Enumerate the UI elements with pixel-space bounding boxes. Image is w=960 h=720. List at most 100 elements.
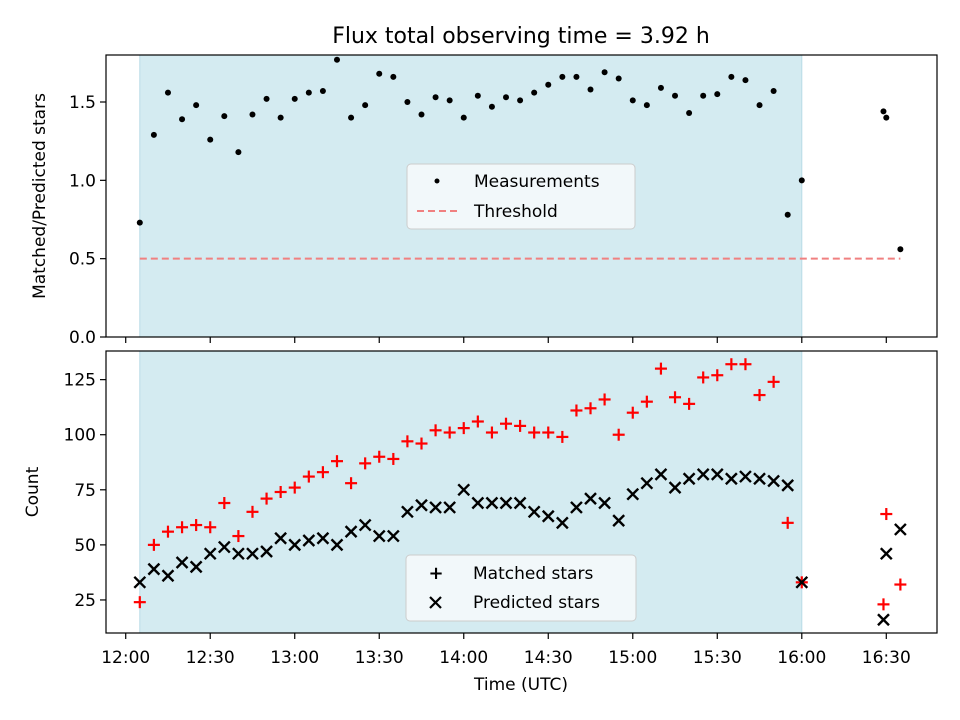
measurement-point bbox=[179, 116, 186, 123]
matched-star-point bbox=[316, 466, 329, 479]
matched-star-point bbox=[429, 424, 442, 437]
predicted-star-point bbox=[640, 476, 654, 490]
measurement-point bbox=[742, 77, 749, 84]
predicted-star-point bbox=[401, 505, 414, 519]
matched-star-point bbox=[725, 358, 738, 371]
measurement-point bbox=[193, 102, 200, 109]
matched-star-point bbox=[528, 426, 541, 439]
y-tick-label: 1.0 bbox=[69, 171, 96, 191]
predicted-star-point bbox=[795, 575, 809, 589]
measurement-point bbox=[333, 56, 340, 63]
predicted-star-point bbox=[682, 472, 696, 486]
predicted-star-point bbox=[386, 529, 400, 543]
predicted-star-point bbox=[274, 531, 287, 545]
measurements-series bbox=[136, 56, 904, 253]
top-x-axis-ticks bbox=[125, 337, 887, 343]
x-tick-label: 12:30 bbox=[186, 648, 235, 668]
predicted-star-point bbox=[246, 547, 259, 561]
legend-predicted-label: Predicted stars bbox=[473, 593, 600, 613]
measurement-point bbox=[897, 246, 904, 253]
y-tick-label: 50 bbox=[74, 536, 96, 556]
measurement-point bbox=[798, 177, 805, 184]
matched-star-point bbox=[260, 492, 273, 505]
matched-star-point bbox=[161, 525, 174, 538]
measurement-point bbox=[629, 97, 636, 104]
predicted-star-point bbox=[443, 501, 457, 514]
matched-star-point bbox=[880, 508, 893, 521]
measurement-point bbox=[643, 102, 650, 109]
measurement-point bbox=[221, 113, 228, 120]
predicted-star-point bbox=[260, 545, 273, 558]
chart-title: Flux total observing time = 3.92 h bbox=[332, 24, 710, 49]
measurement-point bbox=[756, 102, 763, 109]
predicted-star-point bbox=[415, 498, 428, 512]
measurement-point bbox=[446, 97, 453, 104]
matched-star-point bbox=[500, 417, 513, 430]
predicted-star-point bbox=[541, 509, 555, 523]
matched-star-point bbox=[345, 477, 358, 490]
top-y-axis-ticks: 0.0 0.5 1.0 1.5 bbox=[69, 93, 106, 348]
top-panel: 0.0 0.5 1.0 1.5 Matched/Predicted stars Mea… bbox=[30, 54, 938, 348]
matched-star-point bbox=[302, 470, 315, 483]
predicted-star-point bbox=[696, 468, 710, 481]
legend-measurements-marker bbox=[434, 178, 440, 184]
measurement-point bbox=[136, 219, 143, 226]
predicted-star-point bbox=[753, 472, 766, 486]
legend-measurements-label: Measurements bbox=[474, 172, 600, 192]
matched-star-point bbox=[514, 419, 527, 432]
measurement-point bbox=[376, 70, 383, 77]
measurement-point bbox=[291, 95, 298, 102]
matched-star-point bbox=[767, 375, 780, 388]
legend-predicted-marker bbox=[429, 596, 442, 609]
measurement-point bbox=[474, 92, 481, 99]
measurement-point bbox=[404, 99, 411, 105]
matched-stars-series bbox=[133, 358, 907, 611]
x-tick-label: 13:00 bbox=[270, 648, 319, 668]
measurement-point bbox=[164, 89, 171, 96]
matched-star-point bbox=[570, 404, 583, 417]
measurement-point bbox=[784, 211, 791, 218]
predicted-star-point bbox=[654, 468, 668, 481]
measurement-point bbox=[390, 73, 397, 80]
x-tick-label: 15:00 bbox=[608, 648, 657, 668]
measurement-point bbox=[700, 92, 707, 99]
matched-star-point bbox=[330, 455, 343, 468]
predicted-star-point bbox=[217, 540, 231, 554]
matched-star-point bbox=[246, 505, 259, 518]
matched-star-point bbox=[584, 402, 597, 415]
matched-star-point bbox=[401, 435, 414, 448]
predicted-stars-series bbox=[133, 468, 907, 627]
top-legend: Measurements Threshold bbox=[406, 163, 636, 230]
predicted-star-point bbox=[471, 496, 485, 510]
measurement-point bbox=[770, 88, 777, 95]
bottom-x-axis-ticks: 12:00 12:30 13:00 13:30 14:00 14:30 15:00 15:30… bbox=[101, 633, 911, 668]
predicted-star-point bbox=[725, 472, 738, 486]
matched-star-point bbox=[133, 596, 146, 609]
measurement-point bbox=[305, 89, 312, 96]
matched-star-point bbox=[485, 426, 498, 439]
measurement-point bbox=[559, 73, 566, 80]
measurement-point bbox=[249, 111, 256, 118]
predicted-star-point bbox=[612, 514, 626, 527]
predicted-star-point bbox=[513, 496, 527, 510]
matched-star-point bbox=[415, 437, 428, 450]
matched-star-point bbox=[471, 415, 484, 428]
matched-star-point bbox=[218, 497, 231, 510]
measurement-point bbox=[517, 97, 524, 104]
matched-star-point bbox=[457, 422, 470, 435]
predicted-star-point bbox=[457, 483, 471, 497]
predicted-star-point bbox=[161, 569, 175, 583]
measurement-point bbox=[657, 84, 664, 91]
top-y-axis-label: Matched/Predicted stars bbox=[30, 93, 50, 299]
measurement-point bbox=[418, 111, 425, 118]
x-tick-label: 12:00 bbox=[101, 648, 150, 668]
y-tick-label: 125 bbox=[64, 371, 96, 391]
matched-star-point bbox=[190, 519, 203, 532]
predicted-star-point bbox=[372, 529, 386, 543]
matched-star-point bbox=[359, 457, 372, 470]
x-tick-label: 14:00 bbox=[439, 648, 488, 668]
predicted-star-point bbox=[232, 547, 245, 561]
predicted-star-point bbox=[133, 575, 147, 589]
predicted-star-point bbox=[485, 496, 499, 510]
matched-star-point bbox=[443, 426, 456, 439]
